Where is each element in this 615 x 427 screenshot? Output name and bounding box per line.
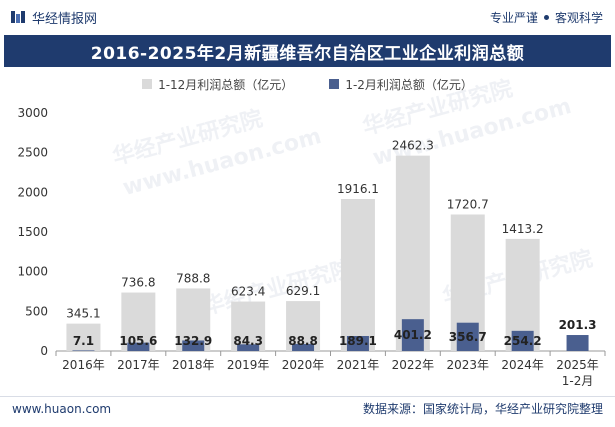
data-label-series-a: 623.4 [231,285,265,299]
legend-item-series-b: 1-2月利润总额（亿元） [329,76,473,93]
y-tick-label: 0 [40,344,48,358]
data-label-series-b: 401.2 [394,328,432,342]
y-tick-label: 500 [25,304,48,318]
brand-logo-icon [11,11,25,23]
x-tick-label: 2018年 [172,358,215,372]
bar-series-b [127,342,150,351]
x-tick-label: 2017年 [117,358,160,372]
x-tick-label: 2025年 [556,358,599,372]
data-label-series-b: 254.2 [504,334,542,348]
bar-series-b [72,350,95,351]
bar-series-b [456,322,479,351]
top-bar: 华经情报网 专业严谨 客观科学 [0,0,615,34]
bar-series-b [566,335,589,351]
y-tick-label: 3000 [17,106,48,120]
bar-series-b [346,335,369,351]
chart-title-bar: 2016-2025年2月新疆维吾尔自治区工业企业利润总额 [4,35,611,67]
legend-label-series-b: 1-2月利润总额（亿元） [345,77,473,92]
tagline: 专业严谨 客观科学 [490,9,603,26]
y-tick-label: 1000 [17,265,48,279]
tagline-left: 专业严谨 [489,10,538,25]
bar-series-b [292,343,315,351]
x-tick-label: 2024年 [501,358,544,372]
data-label-series-a: 629.1 [286,284,320,298]
brand: 华经情报网 [10,8,97,27]
data-label-series-b: 84.3 [233,334,263,348]
bar-series-a [286,301,321,351]
chart-legend: 1-12月利润总额（亿元） 1-2月利润总额（亿元） [0,74,615,94]
bar-series-a [121,292,156,351]
data-label-series-b: 189.1 [339,334,377,348]
footer: www.huaon.com 数据来源：国家统计局，华经产业研究院整理 [0,396,615,420]
bar-series-a [340,198,375,351]
x-tick-label: 2016年 [62,358,105,372]
x-tick-label: 2020年 [282,358,325,372]
bar-series-b [401,319,424,351]
data-label-series-b: 201.3 [559,318,597,332]
x-tick-label: 2019年 [227,358,270,372]
bar-series-a [231,301,266,351]
data-label-series-a: 1413.2 [502,222,544,236]
data-label-series-a: 788.8 [176,271,210,285]
bar-series-b [511,330,534,351]
x-tick-label: 2022年 [392,358,435,372]
data-label-series-b: 88.8 [288,334,318,348]
bar-series-a [395,155,430,351]
brand-name: 华经情报网 [32,11,98,27]
y-tick-label: 2500 [17,146,48,160]
tagline-dot-icon [543,14,549,20]
data-label-series-a: 736.8 [121,276,155,290]
data-label-series-a: 2462.3 [392,139,434,153]
legend-swatch-series-b [329,79,340,89]
data-label-series-b: 105.6 [119,334,157,348]
bar-series-b [182,340,205,351]
bar-series-b [237,344,260,351]
legend-item-series-a: 1-12月利润总额（亿元） [142,76,293,93]
data-label-series-b: 356.7 [449,330,487,344]
chart-title: 2016-2025年2月新疆维吾尔自治区工业企业利润总额 [90,43,525,64]
y-tick-label: 1500 [17,225,48,239]
chart-svg: 0 500 1000 1500 2000 2500 3000 345.1 7.1 2016年 736… [17,106,606,388]
data-label-series-a: 1916.1 [337,182,379,196]
x-tick-label: 2021年 [337,358,380,372]
x-tick-label: 2023年 [446,358,489,372]
tagline-right: 客观科学 [554,10,603,25]
footer-source: 数据来源：国家统计局，华经产业研究院整理 [362,402,603,416]
footer-url: www.huaon.com [12,401,112,416]
data-label-series-a: 345.1 [66,307,100,321]
data-label-series-b: 132.9 [174,334,212,348]
legend-label-series-a: 1-12月利润总额（亿元） [158,77,294,92]
legend-swatch-series-a [142,79,153,89]
bar-series-a [66,323,101,351]
data-label-series-a: 1720.7 [447,197,489,211]
y-tick-label: 2000 [17,185,48,199]
data-label-series-b: 7.1 [73,334,94,348]
x-tick-label: 1-2月 [562,374,594,388]
